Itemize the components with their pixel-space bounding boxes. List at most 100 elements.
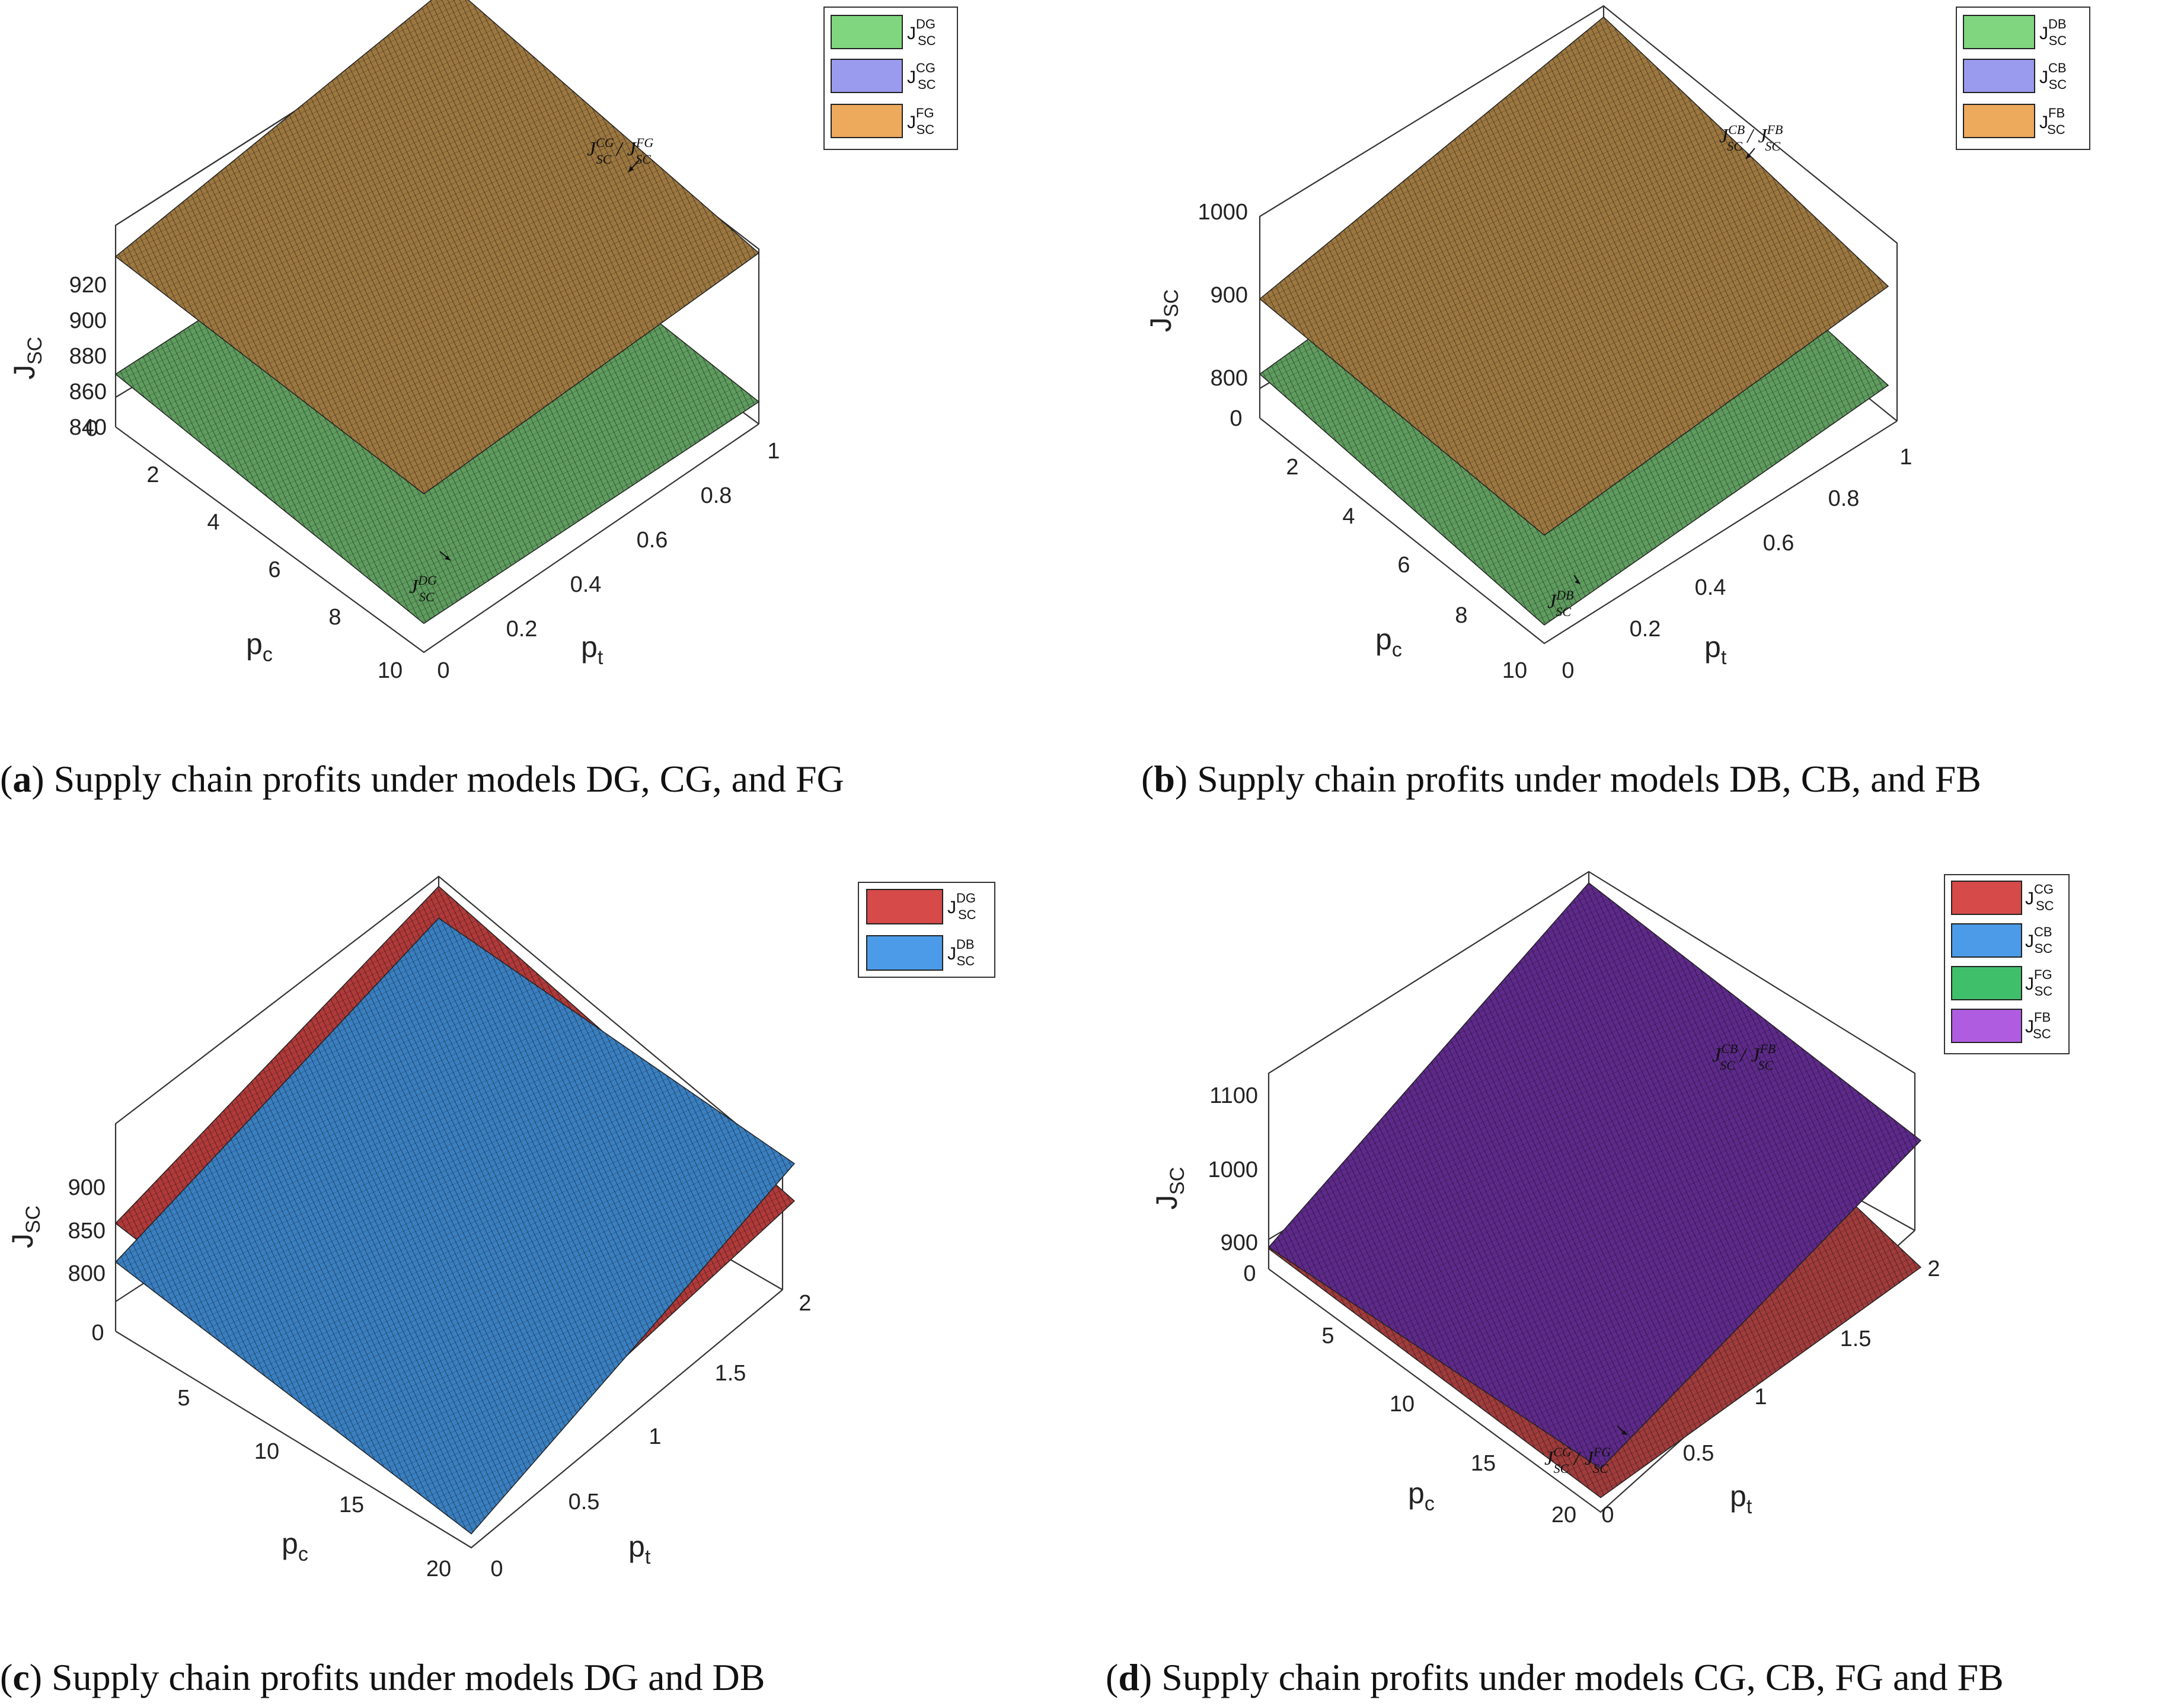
panel-a-annotation-bottom: JDG SC: [409, 551, 451, 604]
legend-entry: JDB SC: [1963, 15, 2067, 49]
panel-b-x-tick: 0: [1230, 406, 1242, 431]
panel-d-legend: JCG SC JCB SC JFG SC JFB SC: [1944, 874, 2070, 1054]
panel-a-z-tick: 880: [69, 344, 107, 369]
surface-mesh-2: [1260, 17, 1888, 535]
panel-a-y-tick: 0: [437, 658, 449, 683]
panel-c-z-tick: 800: [68, 1261, 106, 1286]
panel-a-x-tick: 0: [85, 416, 98, 441]
legend-entry: JCB SC: [1951, 923, 2052, 958]
panel-b-x-tick: 6: [1397, 553, 1410, 578]
legend-entry: JDB SC: [866, 935, 975, 971]
panel-c-x-label: pc: [282, 1527, 308, 1565]
panel-c-x-ticks: 0 5 10 15 20: [91, 1321, 451, 1581]
panel-a-caption: (a) Supply chain profits under models DG…: [0, 758, 844, 800]
panel-c-x-tick: 0: [91, 1321, 104, 1345]
legend-entry: JCG SC: [831, 59, 936, 93]
panel-d-y-ticks: 0 0.5 1 1.5 2: [1601, 1257, 1940, 1528]
panel-b-legend: JDB SC JCB SC JFB SC: [1956, 7, 2090, 150]
panel-b-y-tick: 0.4: [1695, 575, 1726, 600]
panel-a-z-tick: 900: [69, 308, 107, 333]
panel-c-y-label: pt: [628, 1530, 651, 1568]
panel-a-y-tick: 1: [767, 439, 780, 464]
panel-d-y-tick: 2: [1927, 1257, 1940, 1281]
panel-a-y-ticks: 0 0.2 0.4 0.6 0.8 1: [437, 439, 780, 683]
panel-d-y-tick: 0: [1601, 1503, 1614, 1528]
panel-d-z-ticks: 900 1000 1100: [1208, 1083, 1258, 1255]
panel-d-x-tick: 10: [1390, 1392, 1415, 1417]
panel-b-y-tick: 1: [1899, 445, 1912, 470]
panel-c-y-ticks: 0 0.5 1 1.5 2: [490, 1291, 811, 1581]
panel-a-x-ticks: 0 2 4 6 8 10: [85, 416, 403, 683]
panel-d-x-tick: 5: [1321, 1324, 1334, 1348]
panel-b-z-tick: 1000: [1198, 200, 1248, 225]
panel-b-y-tick: 0.6: [1763, 531, 1795, 556]
panel-b-y-ticks: 0 0.2 0.4 0.6 0.8 1: [1562, 445, 1912, 683]
panel-b-y-tick: 0.8: [1828, 486, 1860, 511]
panel-a-x-tick: 8: [328, 605, 341, 630]
panel-d-caption: (d) Supply chain profits under models CG…: [1106, 1656, 2004, 1698]
panel-d-z-tick: 1100: [1209, 1083, 1258, 1108]
panel-a-z-tick: 840: [69, 415, 107, 440]
panel-d-x-ticks: 0 5 10 15 20: [1243, 1261, 1576, 1528]
panel-b-z-label: JSC: [1144, 289, 1183, 332]
surface-mesh-2: [116, 918, 794, 1534]
legend-entry: JCB SC: [1963, 59, 2067, 93]
panel-c-x-tick: 10: [254, 1439, 279, 1464]
panel-b-annotation-top: JCB SC / JFB SC: [1719, 122, 1783, 160]
panel-c-y-tick: 2: [799, 1291, 811, 1316]
panel-a-y-tick: 0.6: [637, 528, 668, 553]
panel-a-z-ticks: 840 860 880 900 920: [69, 273, 107, 440]
panel-c-x-tick: 15: [339, 1493, 364, 1517]
panel-c-y-tick: 0: [490, 1557, 503, 1581]
panel-b-y-label: pt: [1704, 630, 1727, 669]
legend-entry: JFG SC: [831, 104, 934, 138]
panel-b-caption: (b) Supply chain profits under models DB…: [1141, 758, 1981, 800]
panel-b-z-tick: 800: [1211, 366, 1248, 391]
panel-a-y-tick: 0.8: [701, 483, 732, 508]
panel-d-z-tick: 900: [1221, 1230, 1258, 1255]
surface-mesh-2: [1269, 882, 1921, 1469]
panel-c-surfaces: [114, 885, 796, 1535]
panel-b-x-label: pc: [1375, 623, 1402, 661]
legend-entry: JFB SC: [1951, 1009, 2051, 1043]
panel-a-z-label: JSC: [8, 337, 46, 380]
panel-d-z-tick: 1000: [1208, 1157, 1258, 1182]
panel-d-surfaces: [1267, 882, 1922, 1498]
panel-d-x-label: pc: [1408, 1477, 1435, 1515]
panel-d-x-tick: 20: [1551, 1503, 1576, 1528]
panel-b-z-ticks: 800 900 1000: [1198, 200, 1248, 391]
panel-d-y-tick: 0.5: [1683, 1441, 1714, 1466]
panel-d-y-tick: 1: [1754, 1385, 1767, 1410]
panel-a-y-tick: 0.4: [570, 572, 602, 597]
panel-a: 840 860 880 900 920 0 2 4 6 8 10 0 0.2 0…: [0, 0, 958, 800]
panel-b-z-tick: 900: [1211, 283, 1248, 308]
panel-d-z-label: JSC: [1150, 1167, 1189, 1210]
legend-entry: JFB SC: [1963, 104, 2065, 138]
panel-b-x-ticks: 0 2 4 6 8 10: [1230, 406, 1527, 683]
panel-b-x-tick: 2: [1286, 455, 1298, 480]
surface-mesh-2: [116, 0, 759, 494]
panel-a-x-tick: 6: [268, 557, 280, 582]
panel-c-y-tick: 0.5: [569, 1490, 600, 1514]
panel-d-x-tick: 0: [1243, 1261, 1256, 1286]
panel-c-z-ticks: 800 850 900: [68, 1175, 106, 1286]
panel-b-surfaces: [1259, 16, 1889, 626]
panel-a-y-label: pt: [581, 630, 604, 669]
legend-entry: JDG SC: [831, 15, 936, 49]
legend-entry: JCG SC: [1951, 881, 2054, 915]
